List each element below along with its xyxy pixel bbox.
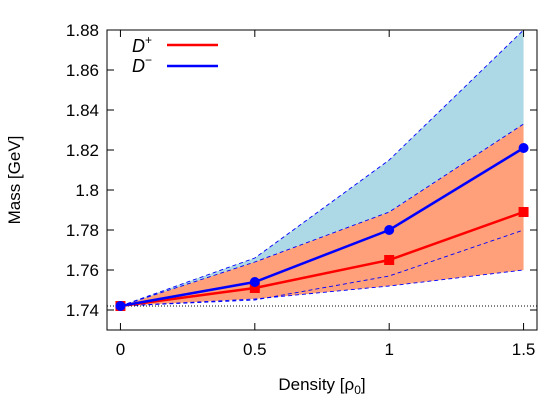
series-line-d-minus xyxy=(120,146,525,308)
band-edge-d-plus-upper xyxy=(120,123,524,307)
y-tick-label: 1.82 xyxy=(66,141,99,160)
x-axis-label-subscript: 0 xyxy=(354,383,361,397)
band-d-minus xyxy=(120,30,524,306)
series-line-d-plus xyxy=(120,210,524,308)
y-tick-label: 1.84 xyxy=(66,101,99,120)
x-tick-label: 0 xyxy=(116,340,125,359)
legend-label-d-minus: D− xyxy=(132,53,152,76)
x-axis-label: Density [ρ0] xyxy=(278,375,365,397)
legend-label-d-plus-base: D xyxy=(132,36,145,56)
band-edge-d-minus-upper xyxy=(120,30,524,307)
y-tick-label: 1.76 xyxy=(66,261,99,280)
legend-label-d-minus-base: D xyxy=(132,56,145,76)
legend: D+ D− xyxy=(132,33,218,76)
x-tick-label: 1.5 xyxy=(512,340,536,359)
ticks-layer: 0 0.5 1 1.5 1.74 1.76 1.78 1.8 1.82 1.84 1.86 1.88 xyxy=(66,21,537,359)
y-axis-label: Mass [GeV] xyxy=(5,136,24,225)
x-tick-label: 0.5 xyxy=(243,340,267,359)
data-point-d-minus xyxy=(115,301,126,311)
legend-label-d-minus-sup: − xyxy=(145,53,152,67)
data-point-d-minus xyxy=(384,225,395,235)
legend-label-d-plus-sup: + xyxy=(145,33,152,47)
x-tick-label: 1 xyxy=(384,340,393,359)
data-point-d-plus xyxy=(249,283,260,293)
x-axis-label-close: ] xyxy=(361,375,366,394)
band-d-plus xyxy=(120,124,524,306)
data-point-d-plus xyxy=(518,207,529,217)
y-tick-label: 1.78 xyxy=(66,221,99,240)
x-axis-label-main: Density [ xyxy=(278,375,344,394)
series-layer xyxy=(115,143,529,311)
data-point-d-minus xyxy=(518,143,529,153)
y-tick-label: 1.86 xyxy=(66,61,99,80)
legend-label-d-plus: D+ xyxy=(132,33,152,56)
plot-frame xyxy=(106,29,538,331)
data-point-d-minus xyxy=(249,277,260,287)
y-tick-label: 1.88 xyxy=(66,21,99,40)
y-tick-label: 1.8 xyxy=(75,181,99,200)
data-point-d-plus xyxy=(384,255,395,265)
y-tick-label: 1.74 xyxy=(66,301,99,320)
band-edge-d-plus-lower xyxy=(120,269,524,307)
bands-layer xyxy=(120,30,524,307)
x-axis-label-rho: ρ xyxy=(345,375,355,394)
